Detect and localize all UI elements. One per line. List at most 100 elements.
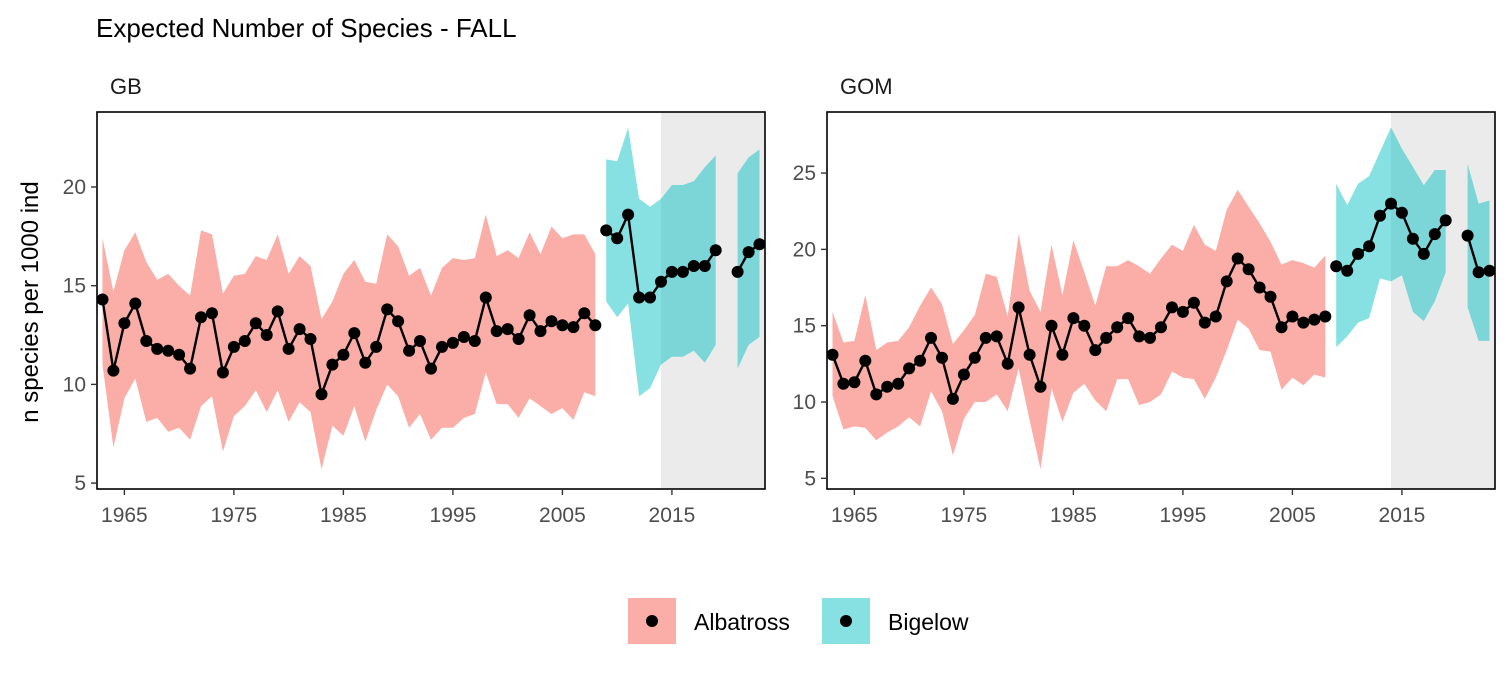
gom-point-2014 [1385, 197, 1397, 210]
gom-point-1994 [1166, 301, 1178, 314]
gom-point-2019 [1439, 214, 1452, 227]
gb-point-2008 [589, 319, 602, 332]
legend: Albatross Bigelow [628, 598, 969, 644]
legend-label-albatross: Albatross [694, 609, 790, 635]
y-axis-label: n species per 1000 ind [17, 181, 44, 423]
gom-point-1982 [1034, 380, 1047, 393]
gom-point-1965 [848, 376, 861, 389]
gom-panel-border [826, 111, 1496, 490]
gb-point-2018 [698, 260, 711, 272]
gb-point-1982 [304, 333, 317, 345]
gom-point-1981 [1023, 348, 1036, 361]
gb-point-1994 [436, 340, 448, 353]
gom-point-2018 [1428, 228, 1441, 241]
gb-ribbon-bigelow-2 [737, 149, 760, 369]
gb-shaded-region [660, 112, 765, 489]
gom-point-1992 [1144, 331, 1156, 344]
gb-point-2000 [501, 323, 514, 336]
gom-ribbon-albatross-0 [832, 189, 1326, 470]
gb-point-1970 [173, 348, 186, 361]
gom-point-2004 [1275, 321, 1288, 334]
gom-point-2009 [1330, 260, 1343, 273]
gb-point-2015 [665, 265, 678, 278]
gb-panel-border [96, 111, 766, 490]
gb-x-tick-label-1995: 1995 [430, 504, 477, 527]
gom-y-tick-label-20: 20 [793, 238, 816, 261]
legend-point-albatross [646, 615, 658, 627]
gom-point-1985 [1067, 312, 1080, 325]
gb-point-1969 [162, 344, 175, 357]
gom-point-1998 [1209, 310, 1222, 323]
gom-point-2022 [1472, 266, 1485, 279]
gom-y-tick-label-25: 25 [793, 162, 816, 185]
legend-point-bigelow [840, 615, 852, 627]
gb-y-tick-label-5: 5 [74, 472, 86, 495]
gb-point-1990 [392, 315, 405, 328]
gb-point-2002 [523, 309, 536, 322]
gom-point-1968 [881, 380, 894, 393]
gb-point-1985 [337, 348, 350, 361]
gb-point-2009 [600, 224, 613, 237]
gom-point-1964 [837, 377, 850, 390]
gom-point-2015 [1395, 206, 1408, 219]
gom-point-1995 [1176, 305, 1189, 318]
gom-point-1984 [1056, 348, 1069, 361]
gom-point-2012 [1363, 240, 1376, 253]
gom-point-2003 [1264, 290, 1277, 303]
gb-y-tick-label-20: 20 [63, 176, 86, 199]
gb-point-2006 [567, 321, 580, 334]
gom-y-tick-label-15: 15 [793, 315, 816, 338]
gom-x-tick-label-1995: 1995 [1160, 504, 1207, 527]
gom-point-1976 [968, 351, 981, 364]
chart-title: Expected Number of Species - FALL [96, 13, 517, 43]
gb-point-1976 [238, 335, 251, 347]
gom-x-tick-label-2005: 2005 [1269, 504, 1316, 527]
gb-x-tick-label-2015: 2015 [649, 504, 696, 527]
gb-point-1963 [96, 293, 109, 306]
gom-ribbon-bigelow-1 [1336, 127, 1446, 348]
gb-point-1972 [195, 311, 207, 324]
gom-x-tick-label-2015: 2015 [1379, 504, 1426, 527]
gb-point-1979 [271, 305, 284, 318]
gb-point-1987 [359, 356, 372, 369]
gom-point-1973 [936, 351, 948, 364]
gom-shaded-region [1390, 112, 1495, 489]
gom-point-2007 [1308, 313, 1321, 326]
gb-point-1973 [206, 307, 218, 320]
gb-point-1988 [370, 340, 383, 353]
gb-point-2003 [534, 325, 547, 338]
gb-point-1997 [468, 335, 481, 347]
gom-point-1963 [826, 348, 839, 361]
panel-gb: GB 1965 1975 1985 1995 2005 2015 5 10 15 20 [63, 74, 766, 527]
gb-point-1974 [216, 366, 229, 379]
gom-point-1975 [957, 368, 970, 381]
gom-y-tick-label-10: 10 [793, 391, 816, 414]
gb-point-2005 [556, 319, 569, 332]
gb-point-1999 [490, 325, 503, 338]
gom-point-1979 [1001, 357, 1014, 370]
legend-label-bigelow: Bigelow [888, 609, 969, 635]
gom-point-2021 [1461, 229, 1474, 242]
gom-point-2000 [1231, 252, 1244, 265]
gom-point-1991 [1133, 330, 1146, 343]
gb-point-1977 [249, 317, 262, 330]
gom-point-1986 [1078, 319, 1091, 332]
gb-point-2013 [644, 291, 656, 304]
gb-point-1975 [227, 340, 240, 353]
gom-point-1969 [892, 377, 905, 390]
gom-point-1980 [1012, 301, 1025, 314]
gom-point-1999 [1220, 275, 1233, 288]
gb-point-2011 [622, 208, 635, 221]
gb-point-2007 [578, 307, 591, 320]
gb-point-1992 [414, 335, 426, 347]
gb-line-albatross-0 [101, 293, 597, 399]
gom-y-tick-label-5: 5 [804, 467, 816, 490]
gb-y-tick-label-10: 10 [63, 373, 86, 396]
gom-point-2013 [1374, 209, 1386, 222]
gb-x-tick-label-1985: 1985 [320, 504, 367, 527]
gom-point-1988 [1100, 331, 1113, 344]
gom-point-2011 [1352, 247, 1365, 260]
gb-point-2004 [545, 315, 558, 328]
gom-point-2016 [1406, 232, 1419, 245]
